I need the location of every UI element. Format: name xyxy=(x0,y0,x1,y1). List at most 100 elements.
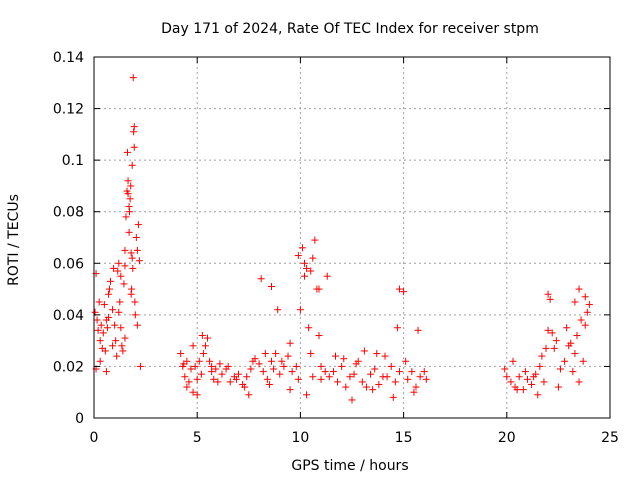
data-point xyxy=(381,352,389,360)
data-point xyxy=(501,365,509,373)
data-point xyxy=(105,285,113,293)
data-point xyxy=(548,329,556,337)
data-point xyxy=(268,357,276,365)
data-point xyxy=(329,368,337,376)
data-point xyxy=(124,177,132,185)
data-point xyxy=(412,383,420,391)
data-point xyxy=(109,306,117,314)
data-point xyxy=(575,378,583,386)
data-point xyxy=(311,236,319,244)
data-point xyxy=(212,365,220,373)
data-point xyxy=(120,280,128,288)
data-point xyxy=(115,308,123,316)
data-point xyxy=(375,380,383,388)
data-point xyxy=(581,321,589,329)
data-point xyxy=(177,350,185,358)
data-point xyxy=(116,298,124,306)
data-point xyxy=(581,293,589,301)
data-point xyxy=(127,249,135,257)
data-point xyxy=(125,228,133,236)
data-point xyxy=(538,352,546,360)
data-point xyxy=(389,393,397,401)
data-point xyxy=(199,350,207,358)
data-point xyxy=(93,316,101,324)
data-point xyxy=(118,342,126,350)
data-point xyxy=(241,383,249,391)
data-point xyxy=(112,337,120,345)
data-point xyxy=(292,362,300,370)
y-tick-label: 0.04 xyxy=(53,308,84,324)
data-point xyxy=(278,357,286,365)
data-point xyxy=(245,391,253,399)
data-point xyxy=(414,326,422,334)
data-point xyxy=(503,373,511,381)
y-tick-label: 0.14 xyxy=(53,50,84,66)
data-point xyxy=(519,386,527,394)
data-point xyxy=(301,259,309,267)
data-point xyxy=(561,357,569,365)
data-point xyxy=(317,362,325,370)
data-point xyxy=(544,326,552,334)
data-point xyxy=(187,365,195,373)
data-point xyxy=(110,264,118,272)
data-point xyxy=(132,234,140,241)
data-point xyxy=(133,321,141,329)
data-point xyxy=(509,357,517,365)
data-point xyxy=(408,368,416,376)
data-point xyxy=(528,380,536,388)
data-point xyxy=(125,203,133,211)
data-point xyxy=(404,375,412,383)
data-point xyxy=(257,275,265,283)
data-point xyxy=(95,298,103,306)
data-point xyxy=(352,360,360,368)
data-point xyxy=(507,378,515,386)
data-point xyxy=(554,383,562,391)
data-point xyxy=(393,324,401,332)
data-point xyxy=(99,329,107,337)
x-tick-label: 0 xyxy=(90,430,99,446)
data-point xyxy=(261,350,269,358)
data-point xyxy=(126,195,134,203)
data-point xyxy=(303,391,311,399)
data-point xyxy=(121,246,129,254)
data-point xyxy=(255,360,263,368)
data-point xyxy=(575,285,583,293)
data-point xyxy=(346,373,354,381)
data-point xyxy=(288,368,296,376)
data-point xyxy=(422,375,430,383)
data-point xyxy=(360,347,368,355)
data-point xyxy=(298,244,306,252)
data-point xyxy=(119,347,127,355)
data-point xyxy=(315,331,323,339)
y-tick-label: 0.08 xyxy=(53,205,84,221)
data-point xyxy=(274,306,282,314)
data-point xyxy=(129,264,137,272)
data-point xyxy=(563,324,571,332)
data-point xyxy=(130,143,138,151)
data-point xyxy=(268,282,276,290)
data-point xyxy=(556,365,564,373)
y-tick-labels: 0 0.02 0.04 0.06 0.08 0.1 0.12 0.14 xyxy=(53,50,84,427)
data-point xyxy=(224,362,232,370)
y-axis-label: ROTI / TECUs xyxy=(6,194,22,286)
data-point xyxy=(294,252,302,260)
data-point xyxy=(280,362,288,370)
data-point xyxy=(523,375,531,383)
data-point xyxy=(530,373,538,381)
data-point xyxy=(206,357,214,365)
data-point xyxy=(129,74,137,82)
data-point xyxy=(362,383,370,391)
data-point xyxy=(534,391,542,399)
data-point xyxy=(325,373,333,381)
data-point xyxy=(122,213,130,221)
data-point xyxy=(583,308,591,316)
data-point xyxy=(102,316,110,324)
data-point xyxy=(373,350,381,358)
data-point xyxy=(216,360,224,368)
data-point xyxy=(128,254,136,262)
data-point xyxy=(369,386,377,394)
data-point xyxy=(305,324,313,332)
data-point xyxy=(243,373,251,381)
